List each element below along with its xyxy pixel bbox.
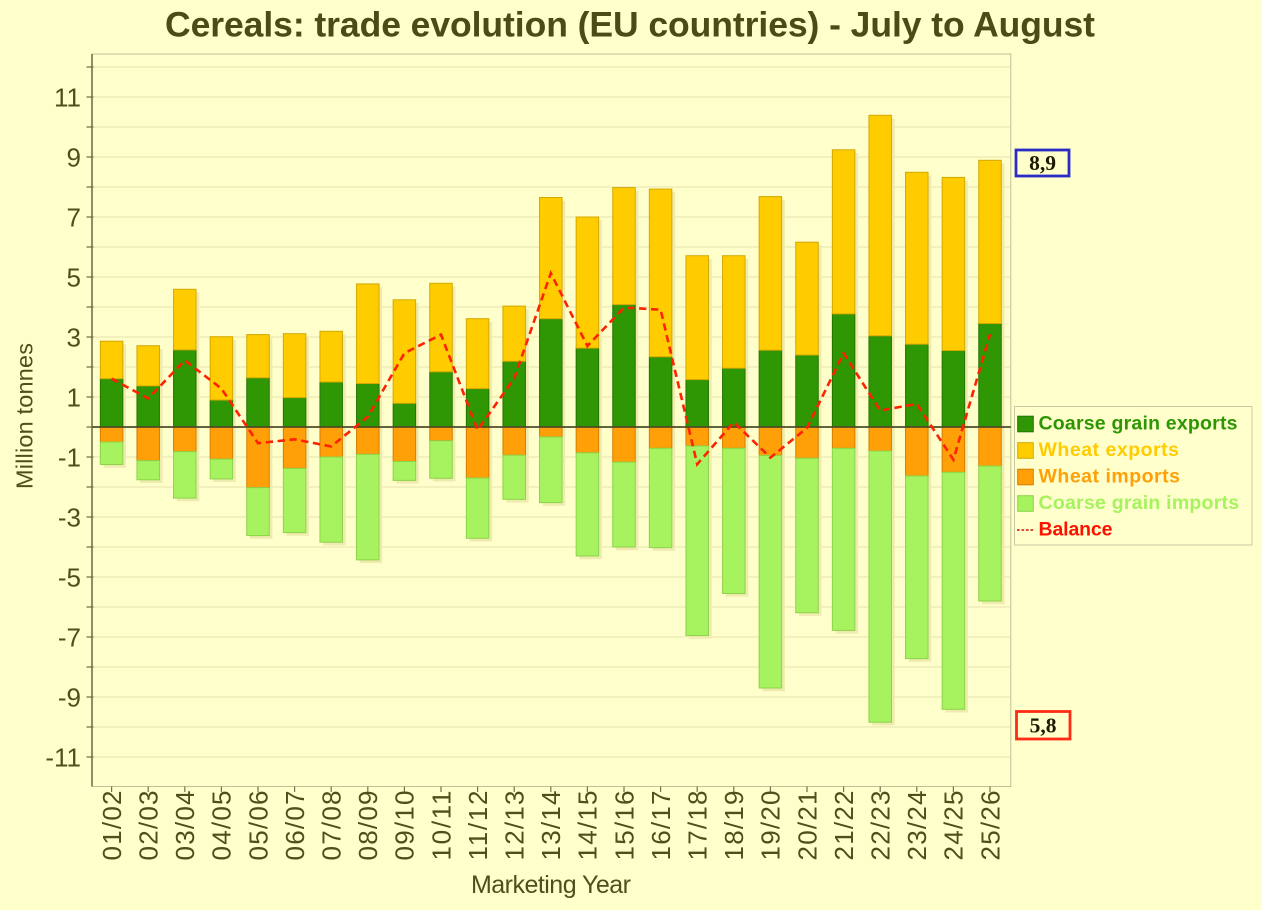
svg-text:02/03: 02/03: [134, 791, 164, 861]
svg-text:01/02: 01/02: [97, 791, 127, 861]
svg-text:-7: -7: [58, 622, 81, 652]
svg-text:13/14: 13/14: [536, 791, 566, 861]
svg-text:-9: -9: [58, 682, 81, 712]
svg-text:Marketing Year: Marketing Year: [471, 871, 631, 899]
svg-text:11/12: 11/12: [463, 791, 493, 861]
svg-text:22/23: 22/23: [866, 791, 896, 861]
svg-text:11: 11: [54, 82, 81, 112]
svg-text:06/07: 06/07: [280, 791, 310, 861]
svg-text:23/24: 23/24: [902, 791, 932, 861]
svg-text:24/25: 24/25: [939, 791, 969, 861]
svg-text:5: 5: [67, 262, 81, 292]
svg-text:Coarse grain exports: Coarse grain exports: [1039, 412, 1238, 434]
svg-text:Wheat exports: Wheat exports: [1039, 439, 1180, 461]
svg-text:05/06: 05/06: [243, 791, 273, 861]
svg-text:-11: -11: [45, 742, 81, 772]
svg-text:10/11: 10/11: [426, 791, 456, 861]
svg-text:04/05: 04/05: [207, 791, 237, 861]
svg-text:15/16: 15/16: [609, 791, 639, 861]
svg-text:18/19: 18/19: [719, 791, 749, 861]
svg-text:1: 1: [67, 382, 81, 412]
svg-text:21/22: 21/22: [829, 791, 859, 861]
svg-text:Balance: Balance: [1039, 518, 1113, 540]
svg-text:20/21: 20/21: [792, 791, 822, 861]
svg-text:16/17: 16/17: [646, 791, 676, 861]
svg-text:25/26: 25/26: [975, 791, 1005, 861]
svg-text:-5: -5: [58, 562, 81, 592]
svg-text:Million tonnes: Million tonnes: [11, 343, 37, 489]
svg-text:3: 3: [67, 322, 81, 352]
svg-text:9: 9: [67, 142, 81, 172]
svg-text:Coarse grain imports: Coarse grain imports: [1039, 492, 1240, 514]
svg-text:17/18: 17/18: [683, 791, 713, 861]
svg-text:03/04: 03/04: [170, 791, 200, 861]
svg-text:07/08: 07/08: [317, 791, 347, 861]
svg-text:8,9: 8,9: [1029, 151, 1056, 175]
svg-text:09/10: 09/10: [390, 791, 420, 861]
svg-text:Cereals: trade evolution (EU c: Cereals: trade evolution (EU countries) …: [165, 5, 1095, 45]
svg-text:14/15: 14/15: [573, 791, 603, 861]
svg-text:08/09: 08/09: [353, 791, 383, 861]
svg-text:19/20: 19/20: [756, 791, 786, 861]
svg-text:-1: -1: [58, 442, 81, 472]
svg-text:-3: -3: [58, 502, 81, 532]
svg-text:Wheat imports: Wheat imports: [1039, 465, 1181, 487]
svg-text:7: 7: [67, 202, 81, 232]
svg-text:12/13: 12/13: [500, 791, 530, 861]
svg-text:5,8: 5,8: [1030, 714, 1057, 738]
